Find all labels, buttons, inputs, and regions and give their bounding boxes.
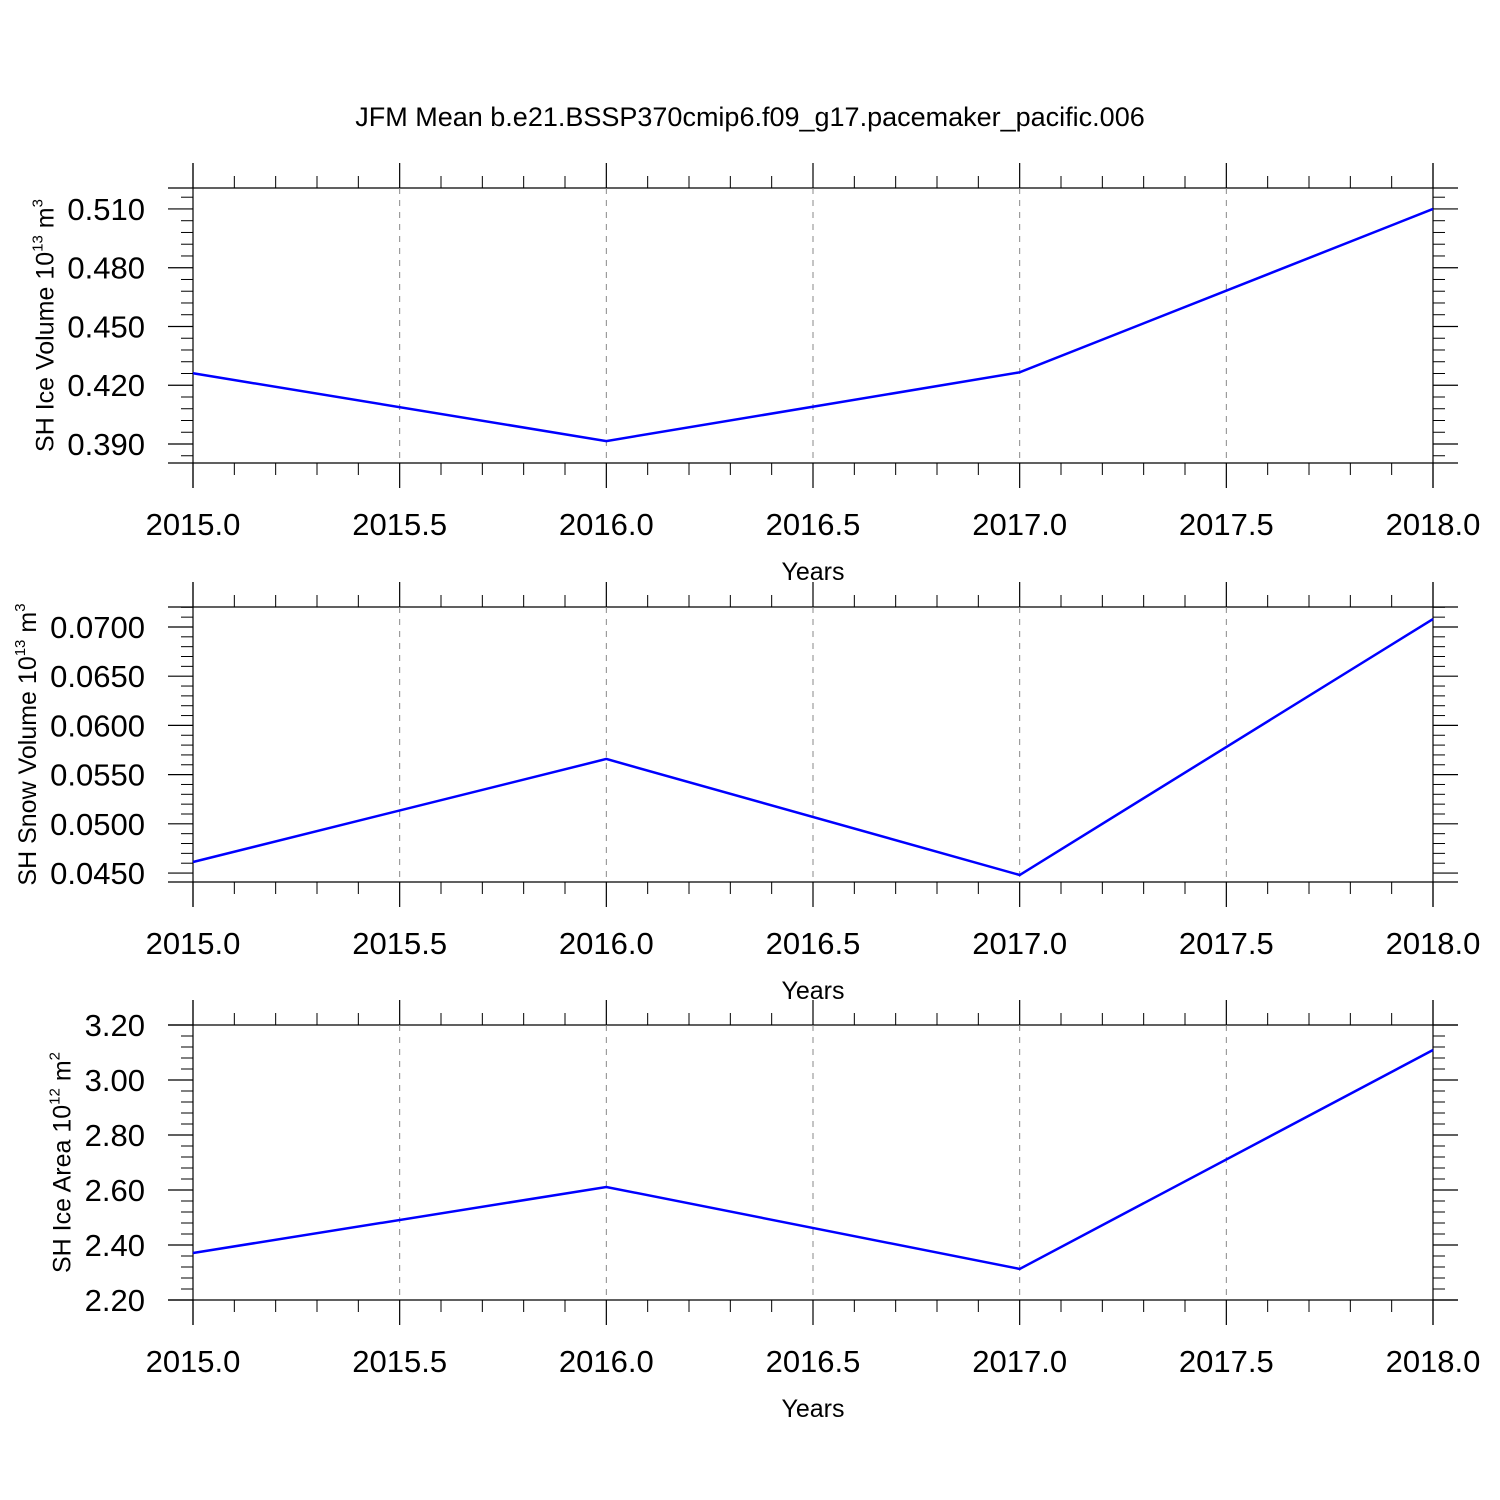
y-tick-label: 0.420	[67, 368, 145, 403]
y-tick-label: 0.480	[67, 251, 145, 286]
y-axis-label-unit: m	[31, 207, 59, 228]
x-tick-label: 2017.0	[972, 926, 1067, 961]
y-axis-label-unit: m	[49, 1060, 77, 1081]
x-tick-label: 2018.0	[1386, 1344, 1481, 1379]
x-tick-label: 2017.5	[1179, 1344, 1274, 1379]
y-tick-label: 2.40	[85, 1228, 145, 1263]
data-line	[192, 617, 1434, 877]
y-axis-label-sup: 12	[47, 1088, 64, 1105]
y-tick-label: 2.80	[85, 1118, 145, 1153]
y-axis-label-text: SH Snow Volume 10	[14, 656, 42, 885]
x-tick-label: 2018.0	[1386, 507, 1481, 542]
y-tick-label: 0.0600	[50, 708, 145, 743]
y-tick-label: 0.0650	[50, 659, 145, 694]
data-line	[192, 1048, 1434, 1271]
x-tick-label: 2016.0	[559, 507, 654, 542]
y-tick-label: 0.450	[67, 309, 145, 344]
y-axis-label-sup: 13	[29, 235, 46, 252]
y-tick-label: 0.0500	[50, 807, 145, 842]
x-tick-label: 2015.5	[352, 926, 447, 961]
y-tick-label: 0.0550	[50, 758, 145, 793]
x-axis-label: Years	[781, 558, 844, 586]
y-axis-label-unit-sup: 3	[29, 199, 46, 207]
y-axis-label-text: SH Ice Area 10	[49, 1105, 77, 1273]
y-tick-label: 0.390	[67, 427, 145, 462]
x-tick-label: 2018.0	[1386, 926, 1481, 961]
x-tick-label: 2015.0	[146, 1344, 241, 1379]
y-axis-label-text: SH Ice Volume 10	[31, 252, 59, 452]
data-line	[192, 207, 1434, 443]
x-tick-label: 2017.0	[972, 507, 1067, 542]
x-tick-label: 2016.5	[766, 1344, 861, 1379]
y-tick-label: 2.60	[85, 1173, 145, 1208]
x-tick-label: 2015.0	[146, 926, 241, 961]
y-axis-label: SH Snow Volume 1013 m3	[12, 603, 42, 885]
y-axis-label-unit-sup: 3	[12, 603, 29, 611]
y-tick-label: 0.510	[67, 192, 145, 227]
x-tick-label: 2016.5	[766, 507, 861, 542]
x-tick-label: 2017.5	[1179, 926, 1274, 961]
y-tick-label: 0.0450	[50, 856, 145, 891]
x-tick-label: 2015.5	[352, 507, 447, 542]
chart-title: JFM Mean b.e21.BSSP370cmip6.f09_g17.pace…	[355, 102, 1144, 132]
x-tick-label: 2016.0	[559, 1344, 654, 1379]
x-axis-label: Years	[781, 1395, 844, 1423]
y-tick-label: 3.00	[85, 1063, 145, 1098]
x-tick-label: 2016.0	[559, 926, 654, 961]
x-tick-label: 2015.5	[352, 1344, 447, 1379]
y-axis-label: SH Ice Volume 1013 m3	[29, 199, 59, 452]
x-tick-label: 2017.5	[1179, 507, 1274, 542]
y-axis-label-unit: m	[14, 612, 42, 633]
x-tick-label: 2017.0	[972, 1344, 1067, 1379]
y-tick-label: 2.20	[85, 1283, 145, 1318]
y-axis-label: SH Ice Area 1012 m2	[47, 1052, 77, 1273]
y-axis-label-unit-sup: 2	[47, 1052, 64, 1060]
x-tick-label: 2016.5	[766, 926, 861, 961]
y-tick-label: 3.20	[85, 1008, 145, 1043]
y-tick-label: 0.0700	[50, 610, 145, 645]
x-tick-label: 2015.0	[146, 507, 241, 542]
y-axis-label-sup: 13	[12, 640, 29, 657]
